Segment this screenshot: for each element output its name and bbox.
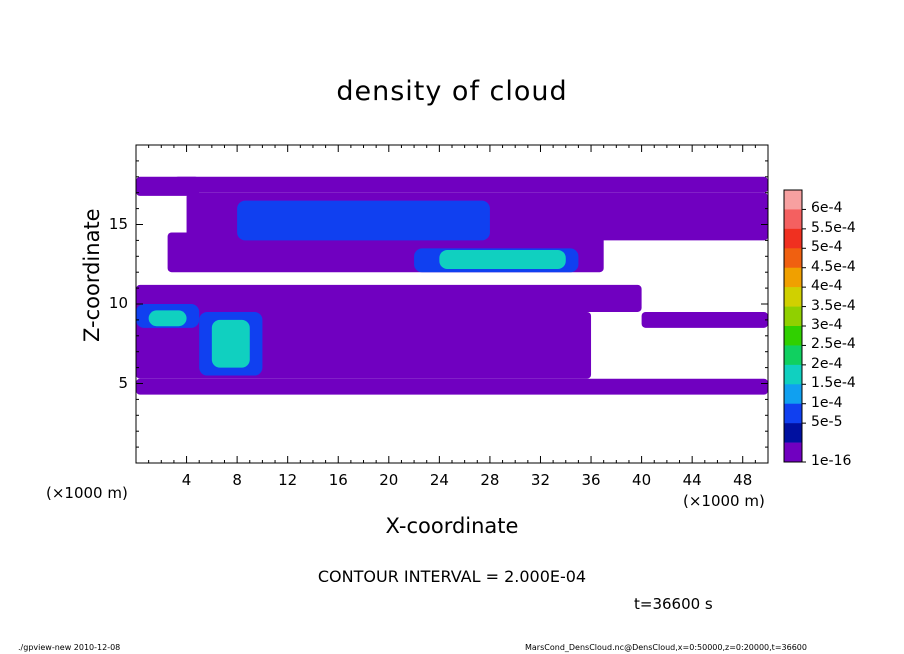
x-tick-label: 12 [278,471,298,489]
x-tick-label: 28 [480,471,500,489]
x-unit-label-right: (×1000 m) [683,492,765,510]
colorbar-swatch [784,248,802,269]
y-axis-label: Z-coordinate [80,208,104,342]
x-tick-label: 20 [379,471,399,489]
footer-right: MarsCond_DensCloud.nc@DensCloud,x=0:5000… [525,643,807,652]
cloud-region [237,200,490,241]
footer-left: ./gpview-new 2010-12-08 [18,643,121,652]
colorbar-label: 6e-4 [811,200,843,217]
cloud-region [211,319,250,368]
colorbar-swatch [784,228,802,249]
colorbar [783,189,806,463]
cloud-region [148,310,187,327]
colorbar-swatch [784,326,802,346]
y-tick-label: 10 [108,294,128,312]
colorbar-swatch [784,423,802,443]
cloud-fill-layer [136,176,768,395]
colorbar-label: 4e-4 [811,278,843,295]
colorbar-label: 3e-4 [811,317,843,333]
colorbar-swatch [784,442,802,463]
x-tick-label: 40 [632,471,652,489]
cloud-region [439,249,566,270]
colorbar-swatch [784,364,802,385]
x-tick-label: 44 [682,471,702,489]
colorbar-swatch [784,190,802,210]
x-tick-label: 48 [733,471,753,489]
x-tick-label: 36 [581,471,601,489]
colorbar-swatch [784,209,802,230]
colorbar-label: 3.5e-4 [811,297,856,314]
colorbar-label: 1.5e-4 [811,375,856,392]
colorbar-label: 5e-4 [811,239,843,256]
colorbar-label: 4.5e-4 [811,258,856,275]
cloud-region [136,378,768,395]
colorbar-swatch [784,384,802,405]
colorbar-label: 1e-4 [811,394,843,411]
colorbar-swatch [784,267,802,288]
colorbar-swatch [784,345,802,366]
x-tick-label: 24 [429,471,449,489]
x-unit-label-left: (×1000 m) [46,484,128,502]
colorbar-label: 5.5e-4 [811,219,856,236]
cloud-region [136,176,200,196]
colorbar-label: 2.5e-4 [811,336,856,353]
x-tick-label: 32 [530,471,551,489]
x-tick-label: 16 [328,471,348,489]
x-tick-label: 4 [181,471,192,489]
colorbar-swatch [784,403,802,424]
y-tick-label: 5 [118,373,128,392]
x-tick-label: 8 [232,471,242,489]
colorbar-swatch [784,306,802,327]
time-label: t=36600 s [634,595,713,613]
chart-title: density of cloud [336,76,568,107]
colorbar-label: 5e-5 [811,414,843,431]
cloud-region [136,284,642,312]
colorbar-label: 2e-4 [811,355,843,372]
cloud-region [641,311,768,328]
cloud-region [173,176,768,193]
x-axis-label: X-coordinate [385,514,519,538]
colorbar-label: 1e-16 [811,453,852,469]
colorbar-swatch [784,287,802,307]
axis-ticks [136,145,768,463]
y-tick-label: 15 [108,214,128,233]
contour-interval: CONTOUR INTERVAL = 2.000E-04 [317,567,587,586]
